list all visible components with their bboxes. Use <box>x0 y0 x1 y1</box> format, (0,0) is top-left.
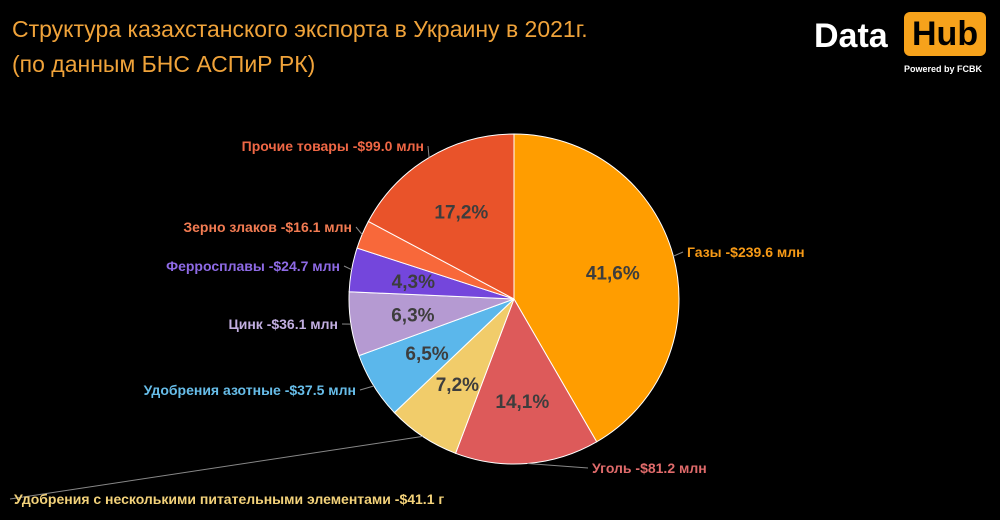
logo-hub-badge: Hub <box>904 12 987 56</box>
datahub-logo: Data Hub Powered by FCBK <box>812 8 992 80</box>
percent-label-3: 7,2% <box>436 375 479 396</box>
slice-label-8: Прочие товары -$99.0 млн <box>242 138 424 154</box>
slice-label-4: Удобрения азотные -$37.5 млн <box>144 382 356 398</box>
leader-line-7 <box>355 226 363 235</box>
pie-slice-1 <box>513 133 680 443</box>
slice-label-5: Цинк -$36.1 млн <box>229 316 338 332</box>
leader-line-3 <box>9 435 423 500</box>
pie-slice-8 <box>367 133 515 300</box>
chart-title-line-1: Структура казахстанского экспорта в Укра… <box>12 16 588 42</box>
slice-label-3: Удобрения с несколькими питательными эле… <box>14 491 444 507</box>
leader-line-4 <box>359 385 374 391</box>
percent-label-6: 4,3% <box>392 272 435 293</box>
percent-label-5: 6,3% <box>391 306 434 327</box>
leader-line-6 <box>343 265 352 271</box>
percent-label-1: 41,6% <box>586 263 640 284</box>
pie-slice-2 <box>454 297 598 465</box>
percent-label-4: 6,5% <box>405 344 448 365</box>
leader-line-2 <box>527 462 589 469</box>
chart-title: Структура казахстанского экспорта в Укра… <box>12 12 588 82</box>
chart-subtitle: (по данным БНС АСПиР РК) <box>12 51 316 77</box>
slice-label-6: Ферросплавы -$24.7 млн <box>166 258 340 274</box>
slice-label-1: Газы -$239.6 млн <box>687 244 805 260</box>
logo-powered-by: Powered by FCBK <box>904 64 983 74</box>
logo-data-text: Data <box>814 17 888 55</box>
leader-line-1 <box>673 251 684 257</box>
percent-label-8: 17,2% <box>434 202 488 223</box>
leader-line-8 <box>427 145 430 158</box>
percent-label-2: 14,1% <box>495 392 549 413</box>
slice-label-7: Зерно злаков -$16.1 млн <box>183 219 352 235</box>
slice-label-2: Уголь -$81.2 млн <box>592 460 707 476</box>
